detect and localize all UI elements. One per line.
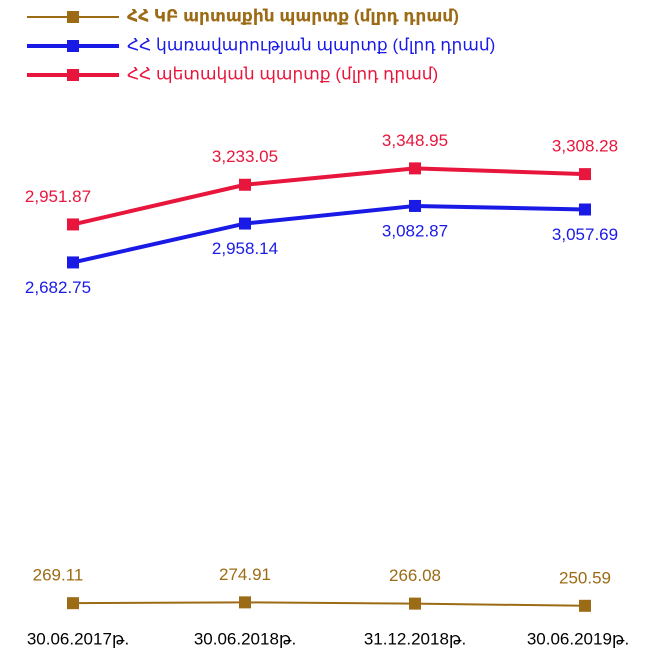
data-label: 2,951.87 xyxy=(25,187,91,206)
point-marker xyxy=(409,162,421,175)
data-label: 274.91 xyxy=(219,565,271,584)
point-marker xyxy=(67,256,79,269)
data-label: 3,057.69 xyxy=(552,225,618,244)
legend-label: ՀՀ պետական պարտք (մլրդ դրամ) xyxy=(127,64,438,83)
point-marker xyxy=(239,178,251,191)
series-line xyxy=(72,203,586,265)
data-label: 2,682.75 xyxy=(25,278,91,297)
point-marker xyxy=(67,597,79,610)
data-label: 269.11 xyxy=(33,566,84,585)
x-tick-label: 31.12.2018թ. xyxy=(364,629,466,648)
point-marker xyxy=(239,217,251,230)
data-label: 3,233.05 xyxy=(212,147,278,166)
data-label: 266.08 xyxy=(389,566,441,585)
series-line xyxy=(72,601,586,607)
data-label: 2,958.14 xyxy=(212,239,278,258)
legend-label: ՀՀ ԿԲ արտաքին պարտք (մլրդ դրամ) xyxy=(127,6,459,25)
x-tick-label: 30.06.2018թ. xyxy=(194,629,296,648)
data-label: 3,082.87 xyxy=(382,221,448,240)
point-marker xyxy=(239,596,251,609)
data-label: 3,308.28 xyxy=(552,137,618,156)
legend-marker xyxy=(67,11,79,23)
point-marker xyxy=(579,203,591,216)
series-line xyxy=(72,166,586,227)
point-marker xyxy=(579,168,591,181)
legend-label: ՀՀ կառավարության պարտք (մլրդ դրամ) xyxy=(127,35,495,54)
data-label: 250.59 xyxy=(559,568,611,587)
legend-marker xyxy=(67,69,79,81)
point-marker xyxy=(579,599,591,612)
point-marker xyxy=(409,597,421,610)
x-tick-label: 30.06.2019թ. xyxy=(527,629,629,648)
x-tick-label: 30.06.2017թ. xyxy=(27,629,129,648)
point-marker xyxy=(409,199,421,212)
data-label: 3,348.95 xyxy=(382,131,448,150)
point-marker xyxy=(67,218,79,231)
legend-marker xyxy=(67,40,79,52)
